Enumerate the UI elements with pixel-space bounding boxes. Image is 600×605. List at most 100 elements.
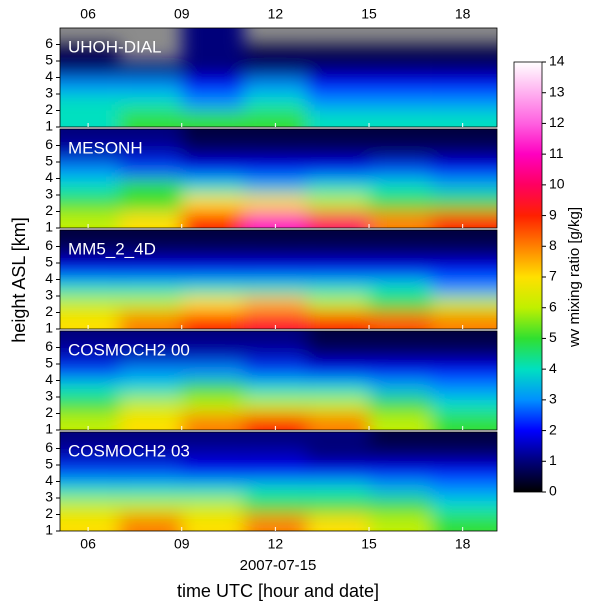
date-label: 2007-07-15 bbox=[240, 557, 317, 574]
y-tick-label: 4 bbox=[45, 371, 53, 387]
heatmap-cell bbox=[244, 246, 307, 263]
heatmap-cell bbox=[306, 397, 370, 414]
heatmap-cell bbox=[119, 246, 182, 263]
colorbar-tick-label: 2 bbox=[549, 421, 557, 437]
heatmap-cell bbox=[306, 448, 370, 465]
y-tick-label: 1 bbox=[45, 421, 53, 437]
heatmap-cell bbox=[119, 110, 182, 127]
heatmap-cell bbox=[181, 498, 245, 515]
colorbar-tick-label: 13 bbox=[549, 83, 565, 99]
heatmap-cell bbox=[119, 61, 182, 78]
heatmap-cell bbox=[119, 178, 182, 195]
y-tick-label: 6 bbox=[45, 35, 53, 51]
heatmap-cell bbox=[244, 94, 307, 111]
heatmap-cell bbox=[244, 44, 307, 61]
heatmap-cell bbox=[244, 279, 307, 296]
panel-title: COSMOCH2 03 bbox=[68, 441, 190, 460]
heatmap bbox=[60, 28, 497, 127]
heatmap bbox=[60, 129, 497, 228]
heatmap-cell bbox=[244, 263, 307, 280]
y-tick-label: 3 bbox=[45, 388, 53, 404]
heatmap-cell bbox=[119, 380, 182, 397]
heatmap-cell bbox=[431, 211, 497, 228]
heatmap-cell bbox=[431, 178, 497, 195]
panel bbox=[60, 432, 497, 531]
colorbar-tick-label: 4 bbox=[549, 360, 557, 376]
colorbar-tick-label: 3 bbox=[549, 391, 557, 407]
y-tick-label: 3 bbox=[45, 85, 53, 101]
heatmap-cell bbox=[306, 211, 370, 228]
heatmap-cell bbox=[306, 380, 370, 397]
heatmap-cell bbox=[431, 263, 497, 280]
heatmap-cell bbox=[431, 481, 497, 498]
heatmap-cell bbox=[431, 195, 497, 212]
heatmap-cell bbox=[60, 195, 120, 212]
heatmap-cell bbox=[431, 312, 497, 329]
panel bbox=[60, 28, 497, 127]
heatmap-cell bbox=[431, 448, 497, 465]
heatmap-cell bbox=[119, 514, 182, 531]
heatmap-cell bbox=[181, 364, 245, 381]
heatmap-cell bbox=[244, 195, 307, 212]
heatmap-cell bbox=[306, 364, 370, 381]
heatmap-cell bbox=[244, 380, 307, 397]
y-tick-label: 5 bbox=[45, 52, 53, 68]
x-tick-label: 06 bbox=[80, 536, 96, 552]
heatmap-cell bbox=[369, 230, 432, 247]
heatmap-cell bbox=[60, 413, 120, 430]
heatmap-cell bbox=[431, 465, 497, 482]
heatmap-cell bbox=[181, 331, 245, 348]
heatmap-cell bbox=[369, 178, 432, 195]
y-tick-label: 5 bbox=[45, 456, 53, 472]
heatmap-cell bbox=[60, 331, 120, 348]
heatmap-cell bbox=[306, 331, 370, 348]
heatmap-cell bbox=[60, 162, 120, 179]
x-tick-label: 09 bbox=[174, 536, 190, 552]
heatmap-cell bbox=[369, 448, 432, 465]
heatmap-cell bbox=[369, 380, 432, 397]
colorbar-label: wv mixing ratio [g/kg] bbox=[566, 207, 583, 348]
colorbar-tick-label: 8 bbox=[549, 237, 557, 253]
heatmap-cell bbox=[181, 514, 245, 531]
heatmap-cell bbox=[181, 230, 245, 247]
y-tick-label: 2 bbox=[45, 101, 53, 117]
heatmap-cell bbox=[119, 448, 182, 465]
heatmap-cell bbox=[244, 178, 307, 195]
heatmap-cell bbox=[244, 432, 307, 449]
heatmap-cell bbox=[60, 347, 120, 364]
heatmap-cell bbox=[431, 246, 497, 263]
heatmap-cell bbox=[306, 61, 370, 78]
x-tick-label: 12 bbox=[268, 536, 284, 552]
heatmap-cell bbox=[119, 432, 182, 449]
colorbar-tick-label: 11 bbox=[549, 145, 564, 161]
heatmap-cell bbox=[119, 465, 182, 482]
colorbar-tick-label: 10 bbox=[549, 176, 565, 192]
y-tick-label: 5 bbox=[45, 355, 53, 371]
colorbar-tick-label: 0 bbox=[549, 483, 557, 499]
heatmap-cell bbox=[181, 129, 245, 146]
colorbar-tick-label: 9 bbox=[549, 206, 557, 222]
x-tick-label-top: 06 bbox=[80, 6, 96, 22]
y-axis-label: height ASL [km] bbox=[9, 217, 29, 342]
heatmap-cell bbox=[306, 145, 370, 162]
y-tick-label: 4 bbox=[45, 270, 53, 286]
y-tick-label: 6 bbox=[45, 439, 53, 455]
x-tick-label-top: 09 bbox=[174, 6, 190, 22]
heatmap-cell bbox=[119, 498, 182, 515]
heatmap-cell bbox=[431, 230, 497, 247]
heatmap-cell bbox=[431, 498, 497, 515]
heatmap-cell bbox=[431, 514, 497, 531]
y-tick-label: 3 bbox=[45, 287, 53, 303]
y-tick-label: 1 bbox=[45, 118, 53, 134]
heatmap-cell bbox=[181, 481, 245, 498]
heatmap-cell bbox=[369, 44, 432, 61]
heatmap bbox=[60, 331, 497, 430]
heatmap-cell bbox=[60, 380, 120, 397]
heatmap-cell bbox=[431, 331, 497, 348]
y-tick-label: 5 bbox=[45, 254, 53, 270]
x-tick-label: 15 bbox=[361, 536, 377, 552]
colorbar-tick-label: 7 bbox=[549, 268, 557, 284]
heatmap-cell bbox=[60, 61, 120, 78]
heatmap-cell bbox=[244, 296, 307, 313]
heatmap-cell bbox=[369, 397, 432, 414]
